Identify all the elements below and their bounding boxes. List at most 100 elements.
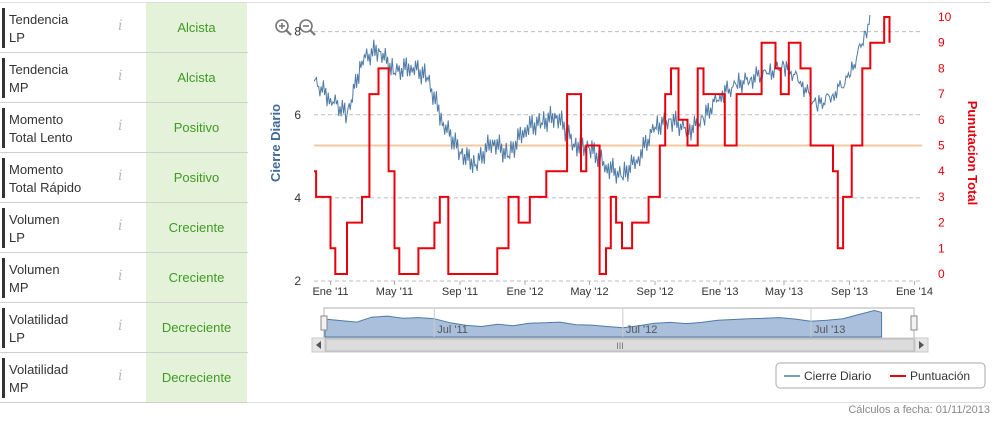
navigator-label: Jul '11 — [437, 324, 468, 336]
y-right-tick-label: 0 — [938, 267, 945, 281]
x-tick-labels: Ene '11 May '11 Sep '11 Ene '12 May '12 Sep '… — [312, 281, 933, 298]
indicator-label-line1: Volatilidad — [9, 312, 69, 327]
info-icon[interactable]: i — [118, 18, 123, 34]
indicator-label-line2: LP — [9, 30, 25, 45]
series-line-cierre-diario — [314, 15, 871, 184]
indicator-row: Tendencia MP i Alcista — [0, 53, 248, 103]
y-right-tick-label: 9 — [938, 36, 945, 50]
calculation-date: Cálculos a fecha: 01/11/2013 — [848, 404, 990, 416]
legend-label-puntuacion: Puntuación — [910, 369, 970, 383]
x-tick-label: May '11 — [376, 286, 413, 298]
indicator-label: Volumen MP — [9, 261, 114, 297]
indicator-value: Alcista — [146, 3, 247, 52]
indicator-label: Volumen LP — [9, 211, 114, 247]
scrollbar[interactable]: III — [311, 337, 929, 353]
row-marker — [2, 358, 5, 398]
scrollbar-thumb[interactable] — [325, 338, 915, 352]
y-left-tick-label: 4 — [294, 191, 301, 205]
y-left-tick-label: 6 — [294, 108, 301, 122]
navigator-handle-left[interactable] — [320, 315, 328, 331]
legend-item-puntuacion[interactable]: Puntuación — [890, 369, 970, 383]
x-tick-label: Sep '12 — [637, 286, 674, 298]
indicator-label-line2: LP — [9, 330, 25, 345]
row-marker — [2, 258, 5, 298]
y-right-tick-labels: 0 1 2 3 4 5 6 7 8 9 10 — [938, 10, 952, 281]
indicator-label: Momento Total Rápido — [9, 161, 114, 197]
x-tick-label: Sep '13 — [831, 286, 868, 298]
row-marker — [2, 208, 5, 248]
row-marker — [2, 108, 5, 148]
navigator-label: Jul '12 — [626, 324, 657, 336]
indicator-label: Tendencia LP — [9, 11, 114, 47]
indicator-row: Momento Total Lento i Positivo — [0, 103, 248, 153]
y-right-axis-label: Punutacion Total — [965, 101, 980, 205]
info-icon[interactable]: i — [118, 218, 123, 234]
indicator-row: Volatilidad MP i Decreciente — [0, 353, 248, 403]
y-right-tick-label: 8 — [938, 61, 945, 75]
series-line-puntuacion — [314, 16, 891, 275]
info-icon[interactable]: i — [118, 118, 123, 134]
indicator-value: Alcista — [146, 53, 247, 102]
info-icon[interactable]: i — [118, 168, 123, 184]
y-right-tick-label: 4 — [938, 164, 945, 178]
y-right-tick-label: 2 — [938, 216, 945, 230]
row-marker — [2, 158, 5, 198]
y-right-tick-label: 6 — [938, 113, 945, 127]
indicator-row: Volumen MP i Creciente — [0, 253, 248, 303]
indicator-value: Positivo — [146, 103, 247, 152]
indicator-label: Tendencia MP — [9, 61, 114, 97]
row-marker — [2, 308, 5, 348]
scroll-left-arrow-icon — [316, 341, 321, 349]
indicator-row: Volumen LP i Creciente — [0, 203, 248, 253]
navigator-label: Jul '13 — [814, 324, 845, 336]
indicator-label-line1: Momento — [9, 162, 64, 177]
indicator-label-line2: MP — [9, 380, 29, 395]
indicator-value: Positivo — [146, 153, 247, 202]
zoom-out-icon[interactable] — [299, 19, 316, 36]
x-tick-label: Ene '12 — [507, 286, 544, 298]
zoom-in-icon[interactable] — [275, 19, 292, 36]
x-tick-label: Ene '11 — [312, 286, 348, 298]
indicator-label: Volatilidad MP — [9, 361, 114, 397]
indicator-label: Momento Total Lento — [9, 111, 114, 147]
indicator-label-line1: Tendencia — [9, 12, 69, 27]
indicator-label-line2: Total Lento — [9, 130, 73, 145]
legend-item-cierre-diario[interactable]: Cierre Diario — [784, 369, 872, 383]
scrollbar-grip: III — [616, 341, 624, 351]
indicator-row: Momento Total Rápido i Positivo — [0, 153, 248, 203]
legend: Cierre Diario Puntuación — [775, 362, 986, 389]
scroll-right-arrow-icon — [919, 341, 924, 349]
x-tick-label: May '12 — [570, 286, 608, 298]
x-tick-label: Sep '11 — [442, 286, 478, 298]
info-icon[interactable]: i — [118, 68, 123, 84]
info-icon[interactable]: i — [118, 318, 123, 334]
info-icon[interactable]: i — [118, 268, 123, 284]
indicator-label-line1: Volumen — [9, 212, 60, 227]
indicator-label-line2: Total Rápido — [9, 180, 82, 195]
navigator-handle-right[interactable] — [910, 315, 918, 331]
y-left-tick-label: 2 — [294, 274, 301, 288]
indicator-row: Volatilidad LP i Decreciente — [0, 303, 248, 353]
indicator-value: Creciente — [146, 253, 247, 302]
bottom-divider — [248, 402, 990, 403]
legend-label-cierre-diario: Cierre Diario — [804, 369, 872, 383]
y-right-tick-label: 3 — [938, 190, 945, 204]
indicator-label-line1: Momento — [9, 112, 64, 127]
row-marker — [2, 58, 5, 98]
navigator[interactable]: Jul '11 Jul '12 Jul '13 — [320, 307, 918, 339]
navigator-area — [324, 309, 883, 338]
grid-lines — [314, 31, 922, 282]
y-left-tick-labels: 2 4 6 8 — [294, 25, 301, 288]
y-right-tick-label: 5 — [938, 139, 945, 153]
y-right-tick-label: 1 — [938, 241, 945, 255]
y-right-tick-label: 7 — [938, 87, 945, 101]
row-marker — [2, 8, 5, 48]
x-tick-label: Ene '14 — [896, 286, 933, 298]
y-left-axis-label: Cierre Diario — [268, 104, 283, 182]
indicator-value: Decreciente — [146, 303, 247, 352]
indicator-label-line1: Volatilidad — [9, 362, 69, 377]
indicator-label-line2: MP — [9, 280, 29, 295]
info-icon[interactable]: i — [118, 368, 123, 384]
